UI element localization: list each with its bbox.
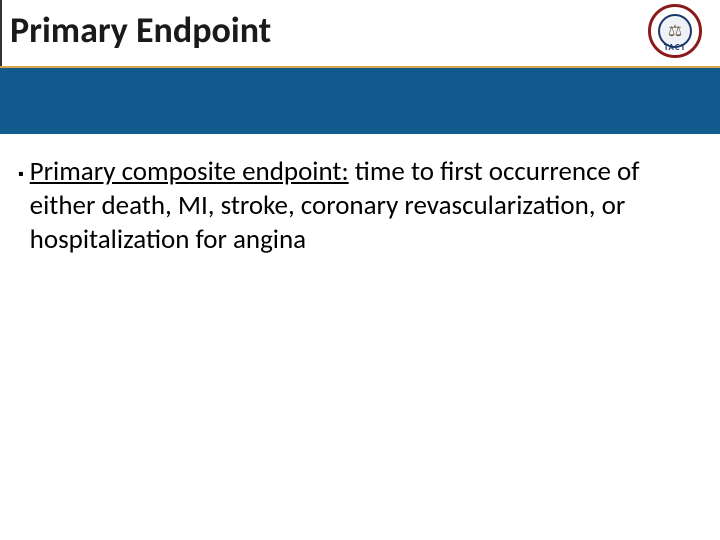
scales-icon: ⚖ bbox=[668, 21, 682, 41]
bullet-text: Primary composite endpoint: time to firs… bbox=[30, 155, 690, 256]
logo-acronym: TACT bbox=[664, 42, 686, 53]
bullet-marker-icon: ▪ bbox=[18, 157, 24, 193]
header-bar: Primary Endpoint ⚖ TACT bbox=[0, 0, 720, 66]
tact-logo: ⚖ TACT bbox=[648, 4, 702, 58]
content-area: ▪ Primary composite endpoint: time to fi… bbox=[18, 155, 690, 256]
bullet-item: ▪ Primary composite endpoint: time to fi… bbox=[18, 155, 690, 256]
logo-outer-ring: ⚖ TACT bbox=[648, 4, 702, 58]
slide-title: Primary Endpoint bbox=[10, 8, 271, 52]
title-underline-band bbox=[0, 66, 720, 134]
bullet-lead: Primary composite endpoint: bbox=[30, 155, 349, 188]
